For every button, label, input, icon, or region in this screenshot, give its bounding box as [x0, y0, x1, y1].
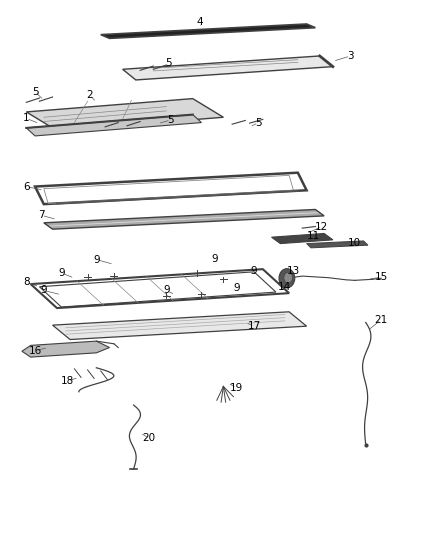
Text: 7: 7: [38, 211, 45, 220]
Text: 19: 19: [230, 383, 243, 393]
Text: 18: 18: [61, 376, 74, 386]
Circle shape: [284, 272, 293, 283]
Polygon shape: [26, 99, 223, 131]
Text: 16: 16: [28, 346, 42, 356]
Text: 12: 12: [315, 222, 328, 231]
Text: 20: 20: [142, 433, 155, 443]
Text: 17: 17: [247, 321, 261, 331]
Text: 1: 1: [23, 114, 30, 123]
Text: 8: 8: [23, 278, 30, 287]
Polygon shape: [26, 115, 201, 136]
Text: 11: 11: [307, 231, 320, 240]
Text: 9: 9: [163, 286, 170, 295]
Text: 14: 14: [278, 282, 291, 292]
Text: 6: 6: [23, 182, 30, 191]
Text: 2: 2: [86, 90, 93, 100]
Text: 5: 5: [167, 115, 174, 125]
Text: 9: 9: [233, 283, 240, 293]
Text: 9: 9: [58, 268, 65, 278]
Text: 21: 21: [374, 315, 388, 325]
Polygon shape: [307, 241, 368, 248]
Text: 9: 9: [211, 254, 218, 263]
Text: 5: 5: [165, 58, 172, 68]
Text: 5: 5: [32, 87, 39, 96]
Text: 10: 10: [348, 238, 361, 247]
Text: 13: 13: [287, 266, 300, 276]
Circle shape: [279, 269, 295, 288]
Text: 9: 9: [93, 255, 100, 264]
Polygon shape: [123, 56, 333, 80]
Polygon shape: [101, 24, 315, 38]
Text: 5: 5: [255, 118, 262, 127]
Text: 4: 4: [196, 18, 203, 27]
Polygon shape: [272, 233, 333, 244]
Text: 9: 9: [251, 266, 258, 276]
Text: 3: 3: [347, 51, 354, 61]
Text: 9: 9: [40, 286, 47, 295]
Polygon shape: [44, 209, 324, 229]
Text: 15: 15: [374, 272, 388, 282]
Polygon shape: [53, 312, 307, 340]
Polygon shape: [22, 341, 110, 357]
